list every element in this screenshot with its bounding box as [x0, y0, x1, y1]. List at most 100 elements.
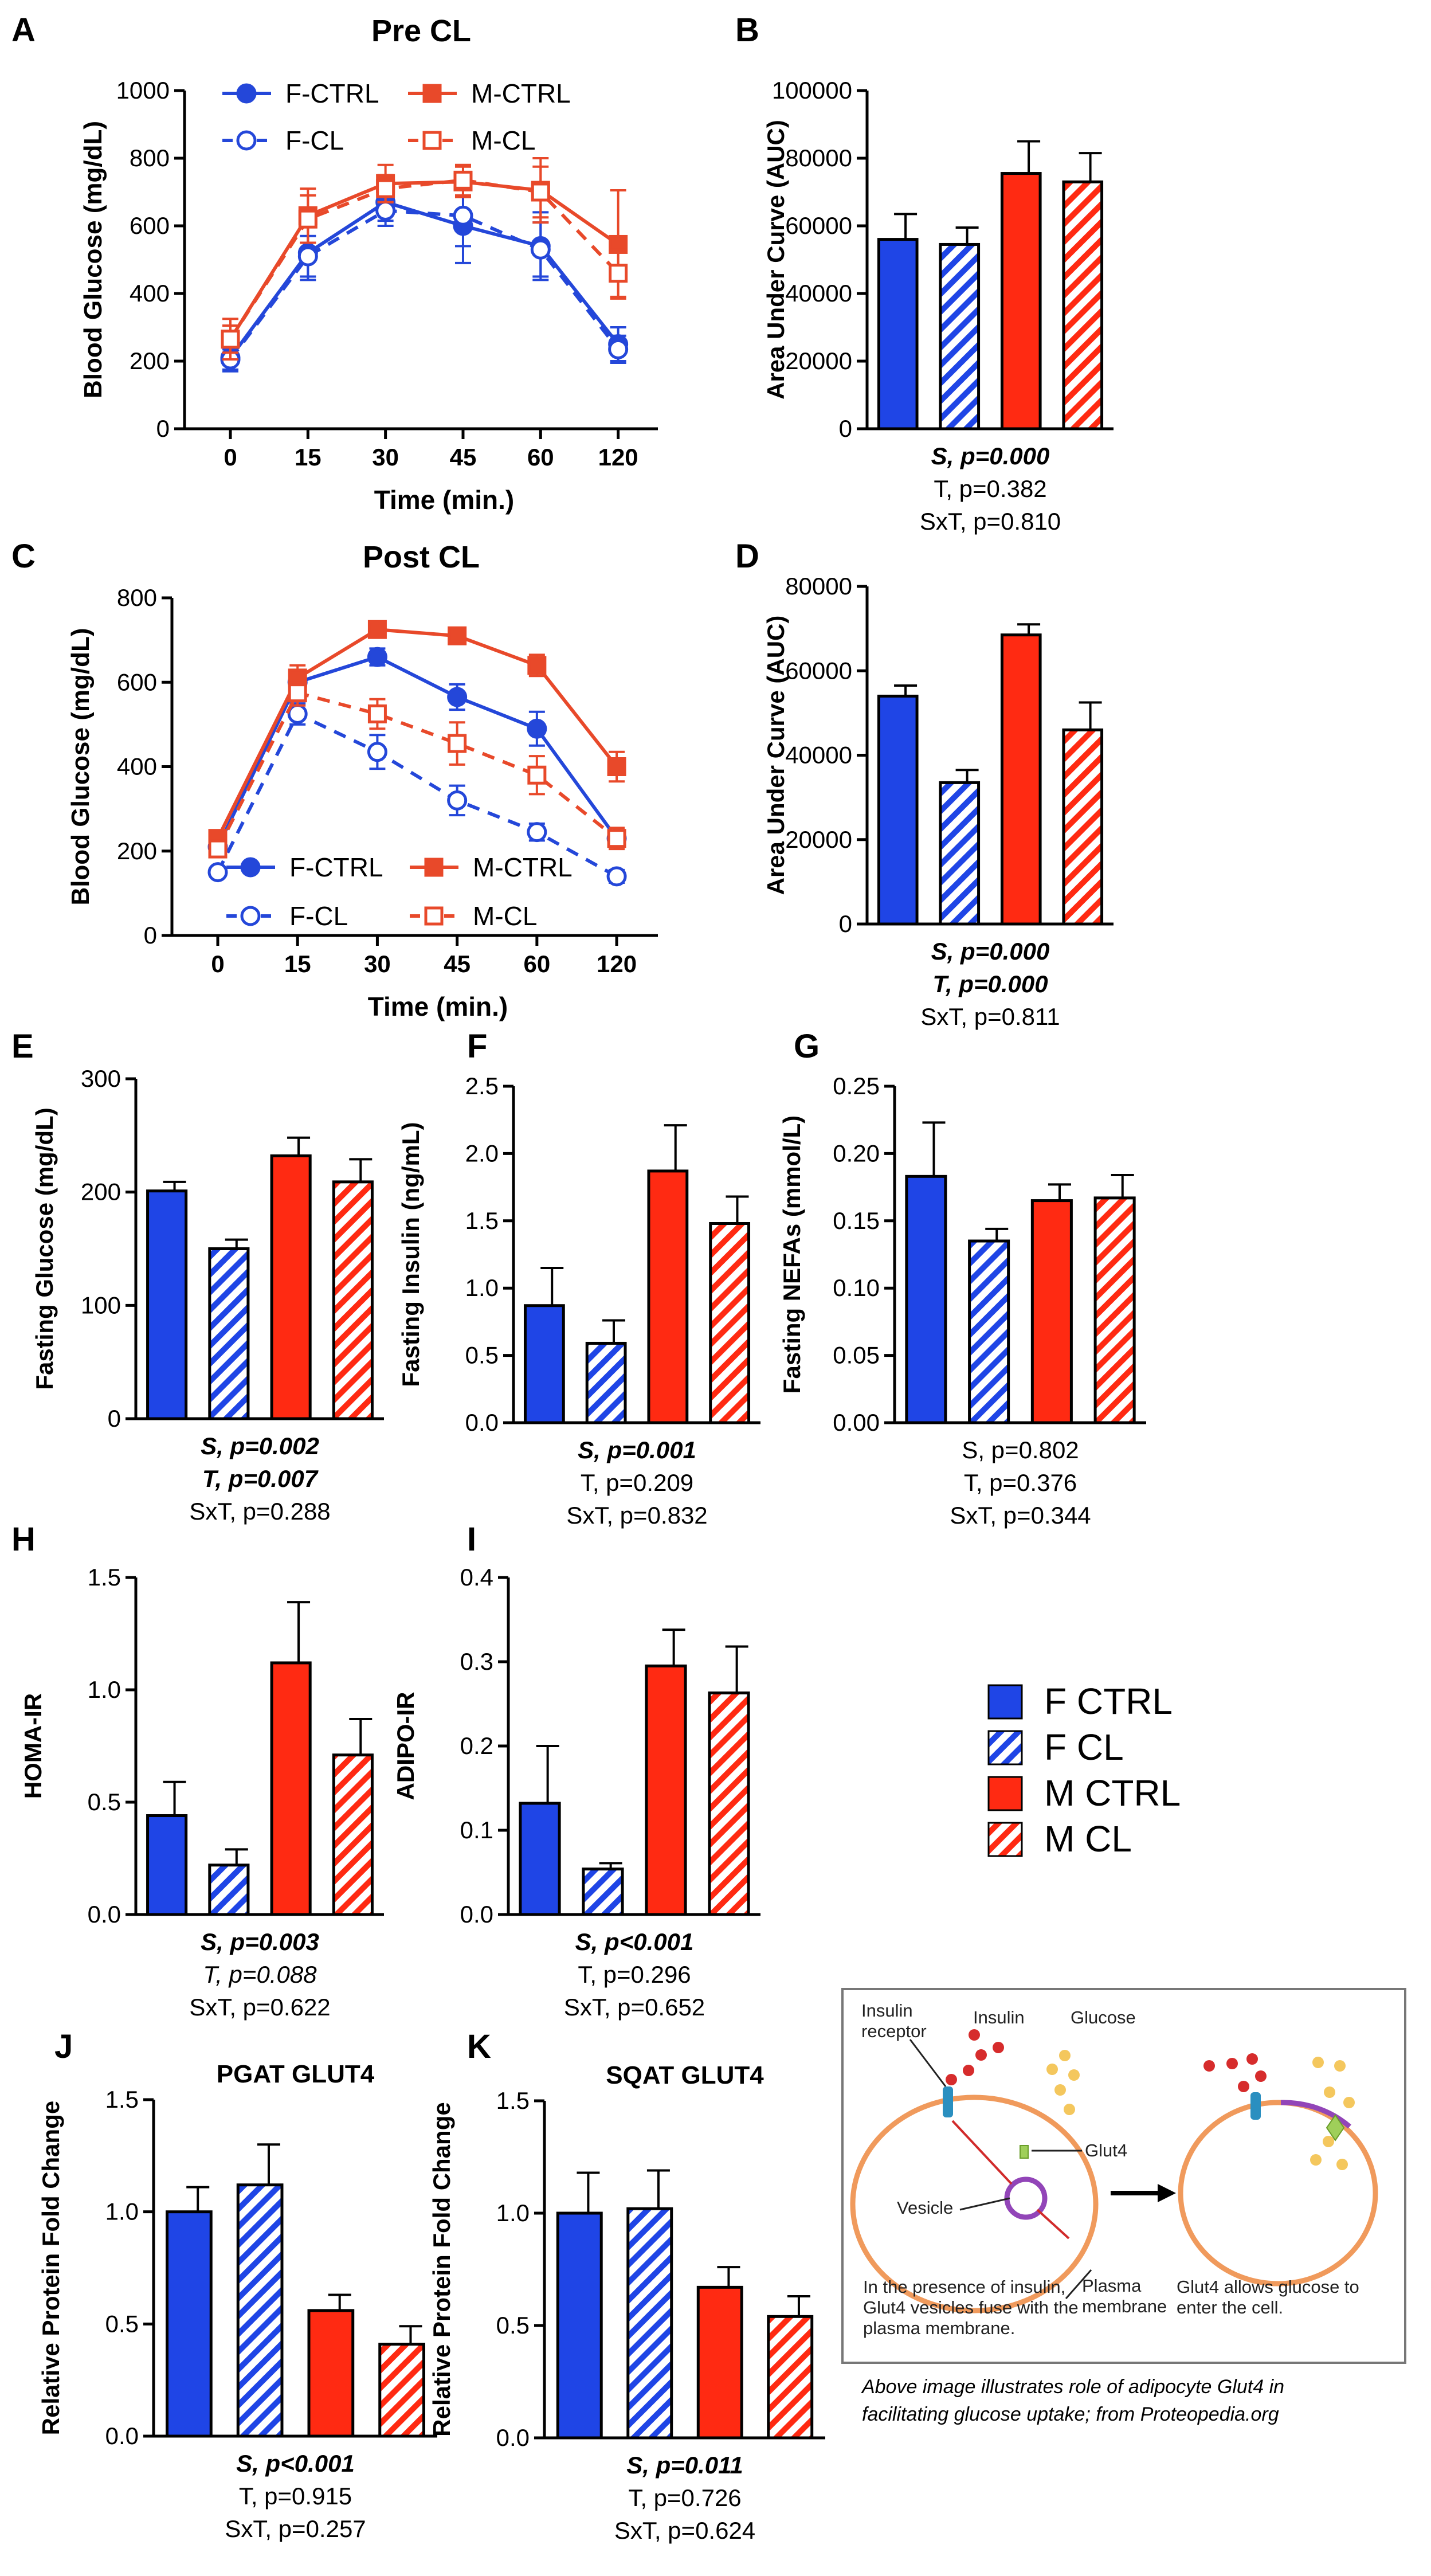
bar-m-cl [1062, 180, 1104, 430]
label-vesicle: Vesicle [897, 2198, 953, 2218]
stat-line: T, p=0.376 [964, 1469, 1077, 1496]
note-left-1: In the presence of insulin, [863, 2277, 1065, 2297]
stat-line: SxT, p=0.811 [920, 1003, 1060, 1030]
bar-f-ctrl [146, 1189, 188, 1420]
stat-line: SxT, p=0.624 [614, 2517, 755, 2544]
bar-m-cl [332, 1753, 374, 1916]
y-tick-label: 0 [156, 415, 170, 442]
stat-line: SxT, p=0.832 [566, 1502, 707, 1529]
panel-i: I 0.0 0.1 0.2 0.3 0.4 ADIPO-IR S, p<0.001 T, p=0… [392, 1521, 760, 2021]
stat-line: T, p=0.915 [239, 2483, 352, 2510]
legend-label-m-cl: M-CL [471, 126, 535, 155]
stat-line: S, p=0.802 [962, 1436, 1079, 1463]
membrane-pointer [1065, 2269, 1092, 2299]
x-axis-label: Time (min.) [368, 992, 508, 1021]
stat-line: SxT, p=0.257 [225, 2515, 366, 2542]
legend-marker [236, 130, 257, 151]
x-tick-label: 45 [450, 444, 477, 471]
insulin-icon [946, 2029, 1004, 2085]
data-point [297, 246, 318, 267]
panel-label-f: F [467, 1028, 487, 1065]
y-axis-label: ADIPO-IR [392, 1692, 419, 1800]
data-point [207, 862, 228, 883]
series-line-m-ctrl [216, 628, 618, 839]
data-point [448, 734, 467, 753]
stat-line: T, p=0.088 [203, 1961, 317, 1988]
chart-title: PGAT GLUT4 [217, 2060, 375, 2088]
legend-label-f-ctrl: F-CTRL [289, 852, 383, 882]
y-tick-label: 1000 [116, 77, 170, 104]
stat-line: T, p=0.726 [628, 2484, 741, 2511]
bar-m-ctrl [647, 1169, 689, 1424]
legend-label-f-ctrl: F-CTRL [285, 79, 379, 108]
x-tick-label: 30 [372, 444, 399, 471]
y-axis-label: HOMA-IR [19, 1693, 46, 1799]
stat-line: S, p<0.001 [575, 1928, 694, 1955]
data-point [453, 170, 473, 190]
legend-label-f-cl: F-CL [289, 901, 348, 931]
stat-line: S, p=0.011 [626, 2452, 743, 2479]
data-point [530, 239, 551, 260]
y-tick-label: 200 [130, 347, 170, 374]
y-tick-label: 0.3 [460, 1648, 493, 1675]
data-point [375, 200, 396, 221]
data-point [376, 179, 395, 198]
series-line-m-ctrl [229, 180, 620, 340]
legend-marker [240, 906, 261, 926]
bar-m-cl [709, 1222, 751, 1424]
y-tick-label: 40000 [785, 742, 852, 769]
y-tick-label: 0.10 [833, 1274, 880, 1301]
y-tick-label: 0.5 [496, 2312, 530, 2339]
y-tick-label: 0.25 [833, 1072, 880, 1099]
legend-marker [422, 84, 442, 103]
y-tick-label: 0.00 [833, 1409, 880, 1436]
x-tick-label: 0 [224, 444, 237, 471]
data-point [606, 866, 627, 887]
bar-f-ctrl [166, 2210, 213, 2438]
stat-line: S, p<0.001 [236, 2450, 355, 2477]
y-tick-label: 1.5 [496, 2087, 530, 2114]
panel-f: F 0.0 0.5 1.0 1.5 2.0 2.5 Fasting Insulin (ng/m… [397, 1028, 760, 1529]
label-membrane: membrane [1082, 2296, 1167, 2316]
y-tick-label: 200 [81, 1179, 121, 1205]
data-point [288, 683, 307, 703]
note-left-3: plasma membrane. [863, 2318, 1015, 2338]
y-tick-label: 1.5 [465, 1207, 499, 1234]
stat-line: S, p=0.000 [931, 443, 1050, 469]
data-point [367, 742, 387, 762]
data-point [527, 718, 547, 739]
bar-f-ctrl [556, 2211, 603, 2440]
y-tick-label: 400 [117, 753, 157, 780]
legend-label-m-ctrl: M CTRL [1044, 1772, 1181, 1814]
bar-f-ctrl [523, 1304, 565, 1424]
x-tick-label: 15 [284, 950, 311, 977]
x-tick-label: 60 [527, 444, 554, 471]
series-line-m-cl [216, 691, 618, 850]
bar-f-ctrl [877, 238, 919, 430]
y-tick-label: 0.4 [460, 1564, 493, 1591]
y-tick-label: 1.0 [496, 2199, 530, 2226]
y-tick-label: 0.0 [460, 1901, 493, 1928]
data-point [208, 839, 228, 859]
x-tick-label: 30 [364, 950, 391, 977]
cell-right [1178, 2100, 1378, 2287]
y-axis-label: Fasting Insulin (ng/mL) [397, 1122, 424, 1387]
y-tick-label: 0.15 [833, 1207, 880, 1234]
diagram-caption: Above image illustrates role of adipocyt… [862, 2373, 1401, 2428]
insulin-receptor-icon [943, 2086, 953, 2117]
legend-label-m-cl: M-CL [473, 901, 537, 931]
series-line-f-cl [229, 209, 620, 361]
right-receptor-icon [1250, 2092, 1261, 2120]
data-point [447, 790, 468, 811]
y-tick-label: 1.5 [105, 2086, 139, 2113]
data-point [367, 704, 387, 723]
y-tick-label: 0.5 [465, 1342, 499, 1369]
bar-m-cl [378, 2343, 425, 2438]
label-plasma: Plasma [1082, 2276, 1142, 2296]
bar-f-ctrl [877, 694, 919, 926]
label-glut4: Glut4 [1085, 2140, 1127, 2160]
y-tick-label: 200 [117, 837, 157, 864]
bar-f-cl [236, 2183, 284, 2438]
